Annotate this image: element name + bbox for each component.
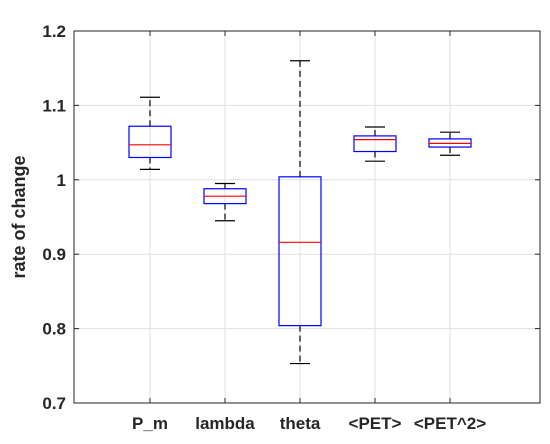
y-axis: 0.7 0.8 0.9 1 1.1 1.2 [42,22,540,413]
x-tick-label: lambda [195,414,255,433]
y-tick-label: 1 [57,171,66,190]
y-tick-label: 1.1 [42,96,66,115]
y-tick-label: 0.9 [42,245,66,264]
y-tick-label: 0.7 [42,394,66,413]
x-tick-label: <PET^2> [414,414,486,433]
boxes [128,60,472,365]
y-axis-label: rate of change [9,155,29,278]
plot-area [73,30,541,404]
x-axis: P_m lambda theta <PET> <PET^2> [132,31,486,433]
x-tick-label: P_m [132,414,168,433]
box-iqr [128,125,172,159]
x-tick-label: <PET> [349,414,402,433]
x-tick-label: theta [280,414,321,433]
y-tick-label: 1.2 [42,22,66,41]
y-tick-label: 0.8 [42,320,66,339]
box-iqr [278,176,322,327]
box-iqr [353,135,397,153]
